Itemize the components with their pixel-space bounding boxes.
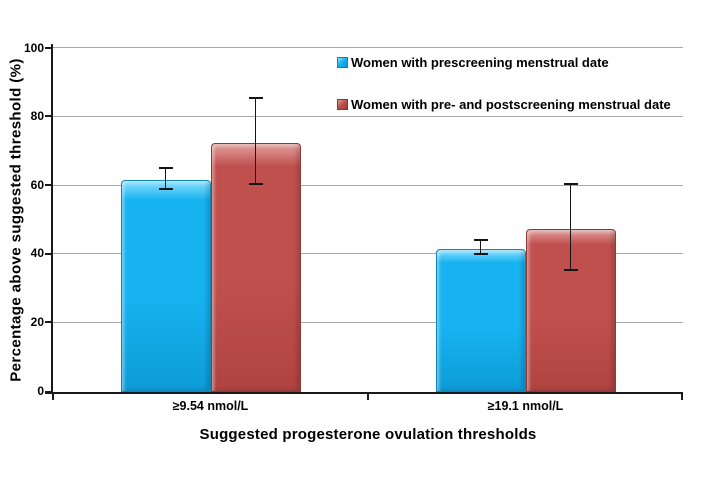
y-tickmark xyxy=(45,184,53,186)
bar-prescreening-cat2 xyxy=(435,249,526,392)
error-bar-cap-top xyxy=(158,167,173,170)
error-bar-line xyxy=(569,183,572,270)
y-tickmark xyxy=(45,391,53,393)
y-tickmark xyxy=(45,321,53,323)
gridline-60 xyxy=(53,185,683,186)
error-bar-cap-top xyxy=(248,96,263,99)
x-tickmark xyxy=(367,392,369,400)
error-bar-cap-bottom xyxy=(248,182,263,185)
gridline-80 xyxy=(53,116,683,117)
x-tickmark xyxy=(52,392,54,400)
legend-marker-blue-icon xyxy=(337,57,348,68)
x-axis-line xyxy=(45,392,683,394)
error-bar-cap-top xyxy=(563,182,578,185)
error-bar-line xyxy=(479,239,482,255)
legend-label: Women with prescreening menstrual date xyxy=(351,55,609,70)
legend-marker-red-icon xyxy=(337,99,348,110)
y-tickmark xyxy=(45,115,53,117)
y-tick-label: 60 xyxy=(30,178,44,192)
legend: Women with prescreening menstrual date W… xyxy=(337,54,671,138)
gridline-20 xyxy=(53,322,683,323)
error-bar-line xyxy=(254,97,257,184)
y-tick-label: 80 xyxy=(30,109,44,123)
x-category-label-2: ≥19.1 nmol/L xyxy=(487,399,564,413)
y-axis-title: Percentage above suggested threshold (%) xyxy=(7,58,25,382)
y-tickmark xyxy=(45,47,53,49)
legend-entry-pre-post-screening: Women with pre- and postscreening menstr… xyxy=(337,96,671,113)
legend-entry-prescreening: Women with prescreening menstrual date xyxy=(337,54,671,71)
error-bar-line xyxy=(164,168,167,190)
bar-pre-post-cat2 xyxy=(525,228,616,392)
gridline-40 xyxy=(53,253,683,254)
error-bar-cap-top xyxy=(473,238,488,241)
error-bar-cap-bottom xyxy=(563,268,578,271)
y-tick-label: 0 xyxy=(37,384,44,398)
legend-label: Women with pre- and postscreening menstr… xyxy=(351,97,671,112)
x-tickmark xyxy=(681,392,683,400)
y-tick-label: 100 xyxy=(23,41,44,55)
y-tickmark xyxy=(45,253,53,255)
bar-prescreening-cat1 xyxy=(120,180,211,392)
x-axis-title: Suggested progesterone ovulation thresho… xyxy=(199,426,537,443)
gridline-100 xyxy=(53,47,683,48)
y-axis-line xyxy=(51,44,53,394)
y-tick-label: 40 xyxy=(30,246,44,260)
error-bar-cap-bottom xyxy=(158,188,173,191)
error-bar-cap-bottom xyxy=(473,253,488,256)
x-category-label-1: ≥9.54 nmol/L xyxy=(172,399,249,413)
y-tick-label: 20 xyxy=(30,315,44,329)
